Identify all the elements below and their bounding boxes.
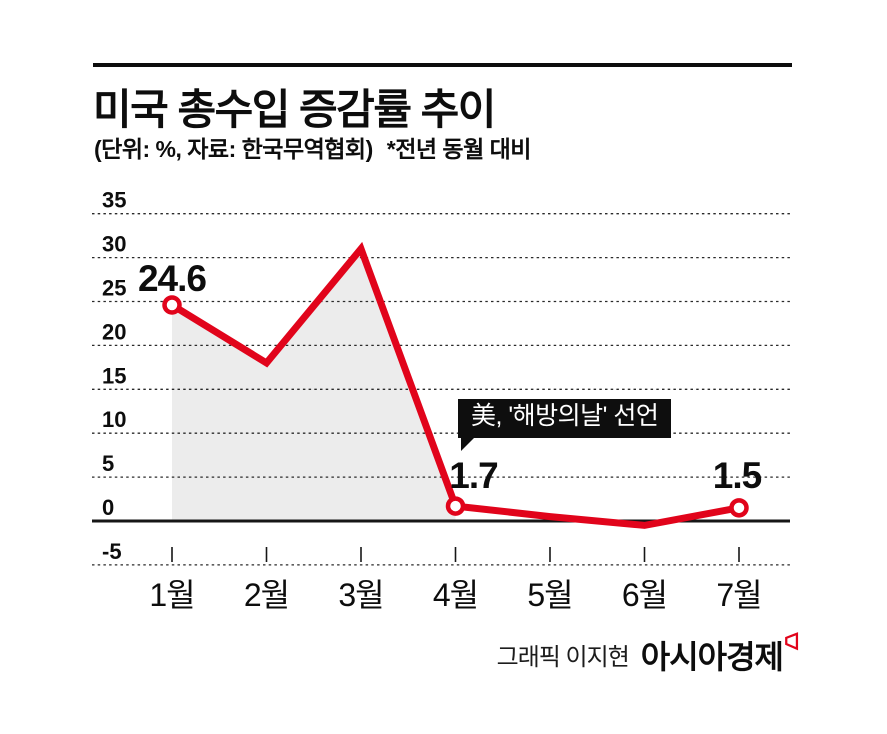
data-point-marker — [729, 498, 749, 518]
y-axis-label: 15 — [102, 363, 126, 388]
brand-logo-mark-icon — [785, 632, 799, 651]
data-point-label: 1.5 — [713, 455, 762, 496]
x-axis-label: 3월 — [338, 577, 383, 613]
comparison-note: *전년 동월 대비 — [386, 136, 532, 162]
x-axis-label: 5월 — [527, 577, 572, 613]
graphic-credit: 그래픽 이지현 — [496, 644, 630, 671]
y-axis-label: 5 — [102, 451, 114, 476]
data-point-marker — [445, 496, 466, 516]
data-point-label: 24.6 — [138, 258, 206, 299]
data-point-label: 1.7 — [449, 455, 497, 496]
top-rule — [93, 63, 792, 67]
x-axis-label: 1월 — [149, 577, 194, 613]
x-axis-label: 4월 — [433, 577, 478, 613]
y-axis-label: 35 — [102, 188, 126, 213]
chart-subtitle: (단위: %, 자료: 한국무역협회) *전년 동월 대비 — [94, 130, 531, 164]
y-axis-label: 30 — [102, 232, 126, 257]
unit-source-note: (단위: %, 자료: 한국무역협회) — [94, 136, 373, 162]
annotation-callout: 美, '해방의날' 선언 — [458, 399, 672, 451]
x-axis-label: 2월 — [244, 577, 289, 613]
y-axis-label: 25 — [102, 276, 126, 301]
annotation-text: 美, '해방의날' 선언 — [471, 402, 659, 430]
y-axis-label: 20 — [102, 319, 126, 344]
footer: 그래픽 이지현 아시아경제 — [497, 632, 799, 678]
y-axis-label: -5 — [102, 539, 122, 564]
y-axis-label: 10 — [102, 407, 126, 432]
x-axis-label: 6월 — [622, 577, 667, 613]
x-axis-label: 7월 — [716, 577, 761, 613]
chart-title: 미국 총수입 증감률 추이 — [93, 86, 496, 133]
annotation-pointer-icon — [461, 437, 474, 451]
brand-logo-text: 아시아경제 — [640, 639, 784, 675]
data-point-marker — [162, 295, 182, 315]
y-axis-label: 0 — [102, 495, 114, 520]
